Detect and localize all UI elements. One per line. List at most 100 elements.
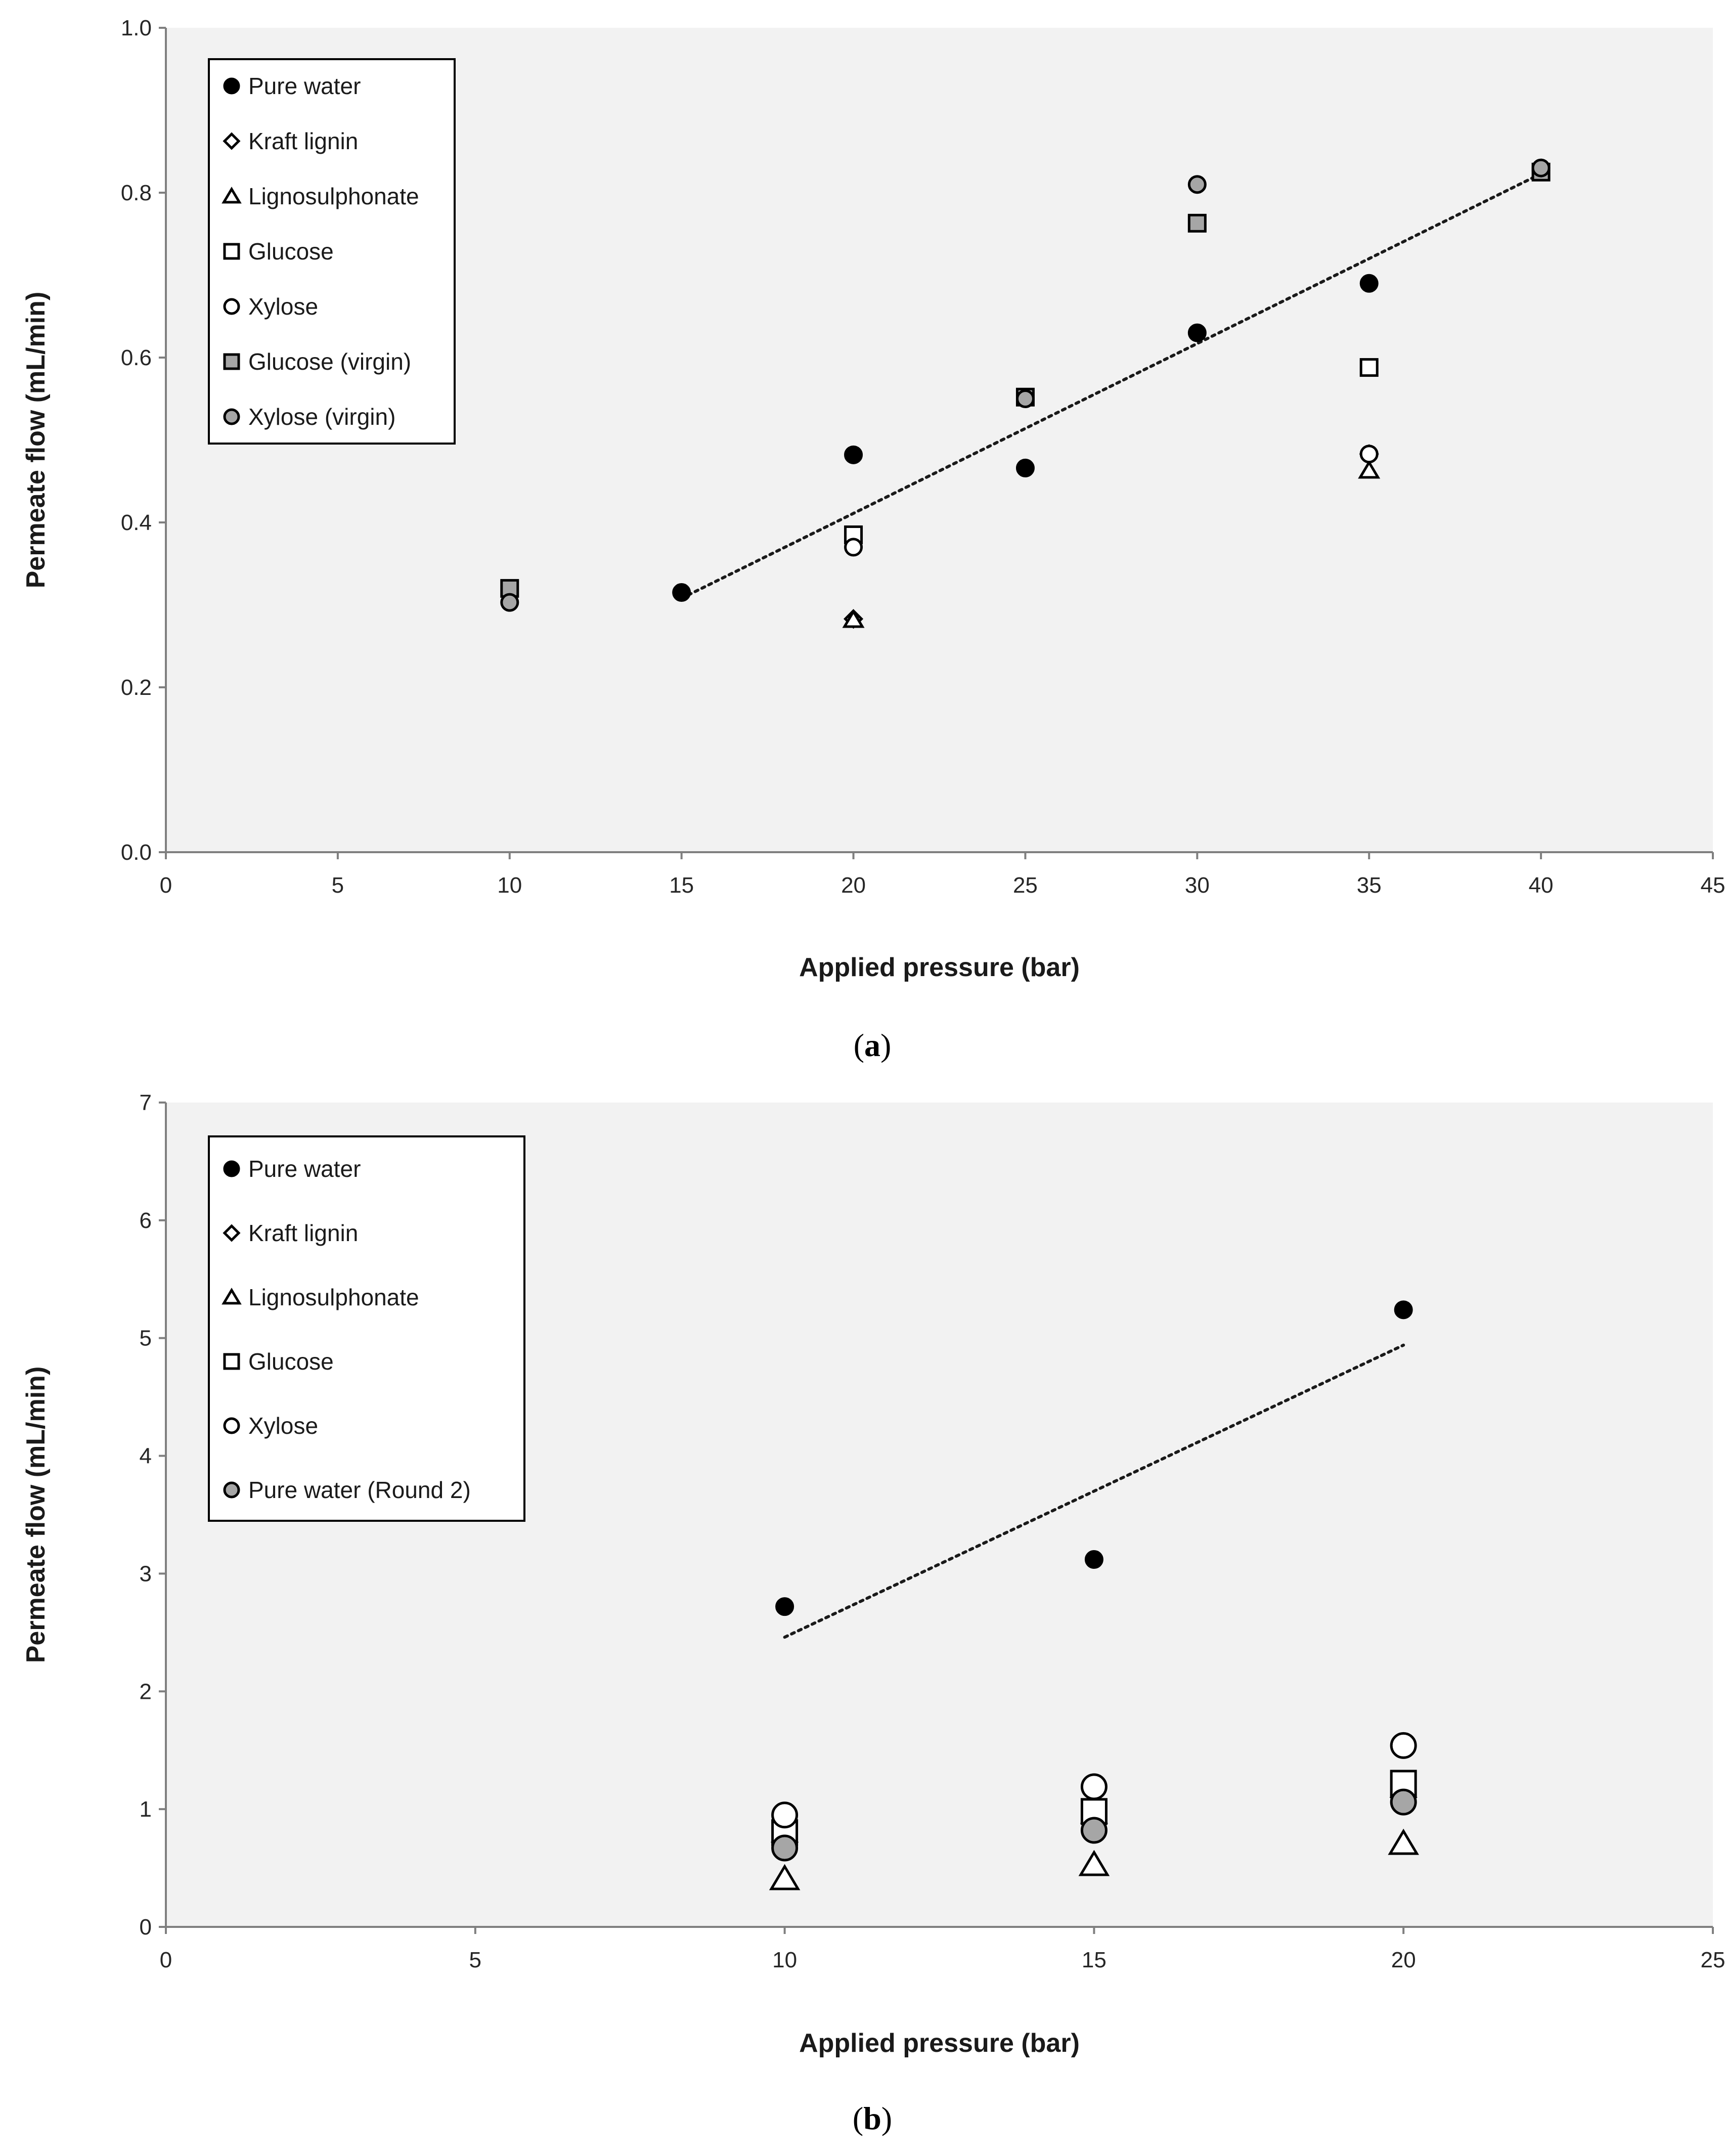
y-tick-label: 1.0	[121, 16, 152, 40]
y-tick-label: 0.8	[121, 181, 152, 205]
x-tick-label: 20	[841, 873, 866, 898]
x-tick-label: 10	[497, 873, 522, 898]
legend-label: Glucose	[248, 238, 334, 265]
panel-caption-letter: a	[864, 1027, 880, 1063]
chart-panel-b: 0 1 2 3 4 5 6 7 0 5 10 15 20 25 Applied pressure (bar)…	[21, 1090, 1725, 2136]
y-tick-label: 0.6	[121, 345, 152, 370]
legend-marker-pure-water	[223, 1160, 240, 1177]
data-point-pure-water	[844, 445, 863, 464]
legend: Pure water Kraft lignin Lignosulphonate Glu…	[208, 1135, 525, 1522]
data-point-pure-water-round-2	[1080, 1817, 1108, 1844]
legend-label: Glucose (virgin)	[248, 348, 411, 375]
series-lignosulphonate	[842, 460, 1381, 628]
x-tick-label: 35	[1357, 873, 1382, 898]
data-point-xylose	[771, 1801, 799, 1829]
legend-marker-glucose-virgin	[223, 353, 240, 370]
legend-marker-lignosulphonate	[222, 1288, 242, 1305]
data-point-xylose	[1359, 445, 1379, 464]
y-tick-label: 0.0	[121, 840, 152, 865]
legend-label: Lignosulphonate	[248, 183, 419, 209]
series-xylose	[771, 1732, 1417, 1829]
data-point-xylose-virgin	[500, 593, 519, 612]
trendline-pure-water	[680, 172, 1543, 600]
legend-marker-pure-water-round-2	[223, 1481, 240, 1499]
series-pure-water-round-2	[771, 1788, 1417, 1862]
legend-label: Kraft lignin	[248, 128, 358, 154]
data-point-pure-water	[1394, 1300, 1413, 1319]
data-point-pure-water	[1015, 458, 1035, 477]
y-tick-label: 4	[140, 1444, 152, 1469]
x-tick-label: 10	[772, 1948, 797, 1972]
data-point-pure-water	[1359, 274, 1379, 293]
x-tick-label: 45	[1701, 873, 1725, 898]
y-axis-title: Permeate flow (mL/min)	[21, 1367, 51, 1663]
x-tick-label: 5	[469, 1948, 481, 1972]
x-tick-label: 25	[1013, 873, 1038, 898]
data-point-pure-water-round-2	[771, 1834, 799, 1862]
y-tick-label: 1	[140, 1797, 152, 1822]
data-point-pure-water	[672, 583, 691, 602]
data-point-pure-water	[775, 1597, 794, 1616]
legend-marker-kraft-lignin	[223, 132, 241, 150]
data-point-xylose-virgin	[1015, 389, 1035, 408]
panel-caption-letter: b	[863, 2100, 881, 2136]
legend-label: Lignosulphonate	[248, 1284, 419, 1310]
data-point-xylose	[844, 538, 863, 557]
legend-box	[208, 1135, 525, 1522]
series-xylose-virgin	[500, 158, 1551, 612]
x-tick-label: 5	[332, 873, 344, 898]
legend-label: Xylose	[248, 1413, 318, 1439]
panel-caption: (b)	[853, 2100, 892, 2136]
legend-label: Xylose	[248, 293, 318, 320]
y-axis-title: Permeate flow (mL/min)	[21, 292, 51, 589]
x-tick-label: 25	[1701, 1948, 1725, 1972]
data-point-pure-water	[1084, 1550, 1103, 1569]
y-tick-label: 0.4	[121, 510, 152, 535]
legend-label: Kraft lignin	[248, 1220, 358, 1246]
y-tick-label: 5	[140, 1326, 152, 1351]
legend-marker-xylose	[223, 1417, 240, 1434]
data-point-lignosulphonate	[1358, 460, 1381, 479]
legend-label: Pure water	[248, 1156, 361, 1182]
legend-marker-kraft-lignin	[223, 1224, 241, 1242]
data-point-xylose	[1080, 1773, 1108, 1800]
x-tick-label: 0	[160, 873, 172, 898]
y-tick-label: 0	[140, 1915, 152, 1940]
data-point-pure-water-round-2	[1390, 1788, 1417, 1816]
legend-marker-glucose	[223, 243, 240, 260]
y-tick-label: 2	[140, 1679, 152, 1704]
data-point-pure-water	[1187, 323, 1207, 342]
x-tick-label: 30	[1185, 873, 1210, 898]
x-axis-title: Applied pressure (bar)	[799, 2029, 1080, 2058]
legend: Pure water Kraft lignin Lignosulphonate Glu…	[208, 58, 456, 445]
x-tick-label: 15	[1082, 1948, 1107, 1972]
legend-label: Xylose (virgin)	[248, 404, 395, 430]
data-point-lignosulphonate	[1078, 1850, 1110, 1876]
legend-marker-xylose-virgin	[223, 408, 240, 425]
data-point-lignosulphonate	[769, 1864, 801, 1890]
panel-caption: (a)	[854, 1027, 892, 1063]
x-axis-title: Applied pressure (bar)	[799, 953, 1080, 982]
y-tick-label: 3	[140, 1561, 152, 1586]
legend-label: Pure water	[248, 73, 361, 99]
data-point-lignosulphonate	[1388, 1828, 1419, 1855]
y-tick-label: 7	[140, 1090, 152, 1115]
data-point-glucose	[1359, 358, 1379, 377]
x-tick-label: 15	[669, 873, 694, 898]
x-tick-label: 40	[1529, 873, 1554, 898]
series-pure-water	[775, 1300, 1413, 1616]
data-point-xylose-virgin	[1187, 175, 1207, 194]
legend-marker-lignosulphonate	[222, 187, 242, 204]
trendline-pure-water	[783, 1343, 1405, 1639]
data-point-lignosulphonate	[842, 609, 865, 628]
legend-marker-xylose	[223, 298, 240, 315]
legend-marker-glucose	[223, 1353, 240, 1370]
legend-marker-pure-water	[223, 77, 240, 95]
data-point-xylose-virgin	[1531, 158, 1551, 178]
chart-panel-a: 0.0 0.2 0.4 0.6 0.8 1.0 0 5 10 15 20 25 30 35 40 45 Appl…	[21, 16, 1725, 1063]
x-tick-label: 0	[160, 1948, 172, 1972]
x-tick-label: 20	[1391, 1948, 1416, 1972]
y-tick-label: 6	[140, 1208, 152, 1233]
legend-label: Glucose	[248, 1348, 334, 1375]
